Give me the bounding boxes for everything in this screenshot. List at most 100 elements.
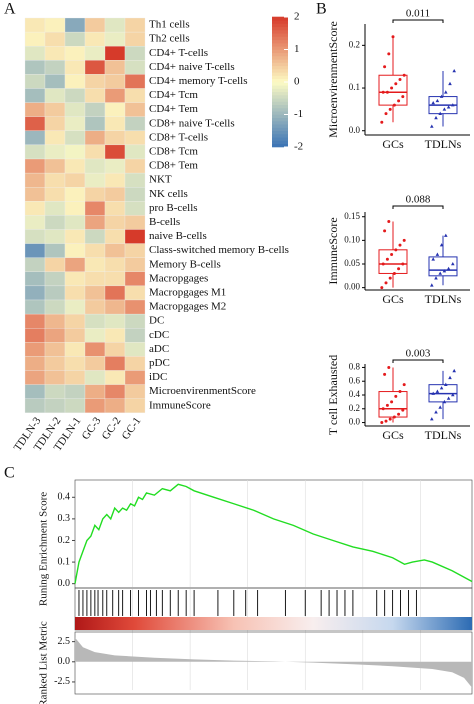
significance-bracket: [392, 359, 444, 363]
heatmap-cell: [44, 130, 66, 146]
colorbar-segment: [272, 120, 288, 125]
heatmap-cell: [64, 384, 86, 399]
data-point: [401, 408, 405, 412]
heatmap-cell: [84, 398, 106, 413]
colorbar-segment: [272, 140, 288, 145]
heatmap-cell: [64, 187, 86, 202]
heatmap-cell: [124, 328, 146, 343]
heatmap-cell: [24, 172, 46, 188]
data-point: [438, 405, 442, 409]
data-point: [448, 81, 452, 86]
data-point: [446, 105, 451, 109]
heatmap-cell: [24, 328, 46, 343]
data-point: [398, 243, 402, 247]
y-tick-label: 0.15: [344, 211, 360, 221]
heatmap-cell: [124, 31, 146, 47]
heatmap-cell: [104, 215, 126, 230]
heatmap-cell: [24, 46, 46, 61]
row-label: Macropgages: [149, 272, 208, 284]
data-point: [402, 383, 406, 387]
heatmap-cell: [24, 398, 46, 413]
colorbar-segment: [272, 78, 288, 83]
data-point: [438, 271, 442, 275]
heatmap-cell: [44, 31, 66, 47]
heatmap-cell: [124, 243, 146, 258]
heatmap-cell: [44, 285, 66, 301]
data-point: [390, 253, 394, 257]
heatmap-cell: [84, 313, 106, 329]
colorbar-segment: [272, 52, 288, 57]
row-label: ImmuneScore: [149, 399, 211, 411]
heatmap-cell: [104, 74, 126, 89]
heatmap-cell: [64, 102, 86, 117]
heatmap-cell: [44, 370, 66, 385]
heatmap-cell: [124, 201, 146, 216]
row-label: CD4+ naive T-cells: [149, 61, 235, 73]
heatmap-cell: [24, 144, 46, 160]
data-point: [388, 417, 392, 421]
heatmap-cell: [24, 88, 46, 103]
heatmap-cell: [64, 130, 86, 146]
heatmap-cell: [44, 116, 66, 131]
data-point: [451, 262, 455, 266]
heatmap-cell: [64, 31, 86, 47]
heatmap-cell: [84, 46, 106, 61]
y-tick-label: 0.2: [58, 535, 71, 546]
heatmap-cell: [124, 144, 146, 160]
data-point: [390, 86, 394, 90]
data-point: [444, 233, 448, 237]
heatmap-cell: [64, 356, 86, 371]
data-point: [385, 257, 389, 261]
heatmap-cell: [84, 384, 106, 399]
heatmap-cell: [44, 60, 66, 75]
heatmap-cell: [44, 313, 66, 329]
heatmap-cell: [104, 243, 126, 258]
colorbar-segment: [272, 65, 288, 70]
heatmap-cell: [24, 243, 46, 258]
heatmap-cell: [124, 130, 146, 146]
data-point: [439, 94, 444, 98]
panel-label: C: [4, 465, 15, 482]
heatmap-cell: [104, 130, 126, 146]
y-tick-label: 0.0: [349, 125, 361, 135]
data-point: [388, 107, 392, 111]
heatmap-cell: [84, 328, 106, 343]
colorbar-segment: [272, 101, 288, 106]
row-label: DC: [149, 315, 164, 327]
heatmap-cell: [24, 285, 46, 301]
heatmap-cell: [24, 271, 46, 287]
heatmap-cell: [124, 116, 146, 131]
data-point: [381, 407, 385, 411]
colorbar-segment: [272, 71, 288, 76]
data-point: [451, 103, 455, 107]
row-label: Class-switched memory B-cells: [149, 244, 289, 256]
heatmap-cell: [104, 60, 126, 75]
y-axis-title: Ranked List Metric: [38, 621, 50, 704]
colorbar-segment: [272, 32, 288, 37]
colorbar-segment: [272, 62, 288, 67]
y-tick-label: -2.5: [54, 676, 70, 687]
heatmap-cell: [44, 215, 66, 230]
plot-frame: [74, 479, 473, 589]
panel-label: B: [316, 1, 327, 18]
heatmap-cell: [24, 229, 46, 244]
y-tick-label: 0.6: [349, 375, 361, 385]
row-label: CD8+ Tcm: [149, 145, 198, 157]
colorbar-segment: [272, 23, 288, 28]
heatmap-cell: [24, 299, 46, 315]
row-label: MicroenvirenmentScore: [149, 385, 256, 397]
heatmap-cell: [104, 370, 126, 385]
heatmap-cell: [104, 356, 126, 371]
heatmap-cell: [84, 158, 106, 174]
data-point: [383, 372, 387, 376]
heatmap-cell: [24, 201, 46, 216]
heatmap-cell: [64, 74, 86, 89]
heatmap-cell: [44, 384, 66, 399]
heatmap-cell: [104, 31, 126, 47]
colorbar-segment: [272, 133, 288, 138]
colorbar-segment: [272, 81, 288, 86]
colorbar-segment: [272, 42, 288, 47]
colorbar-segment: [272, 123, 288, 128]
x-tick-label: GCs: [382, 292, 404, 306]
data-point: [390, 400, 394, 404]
